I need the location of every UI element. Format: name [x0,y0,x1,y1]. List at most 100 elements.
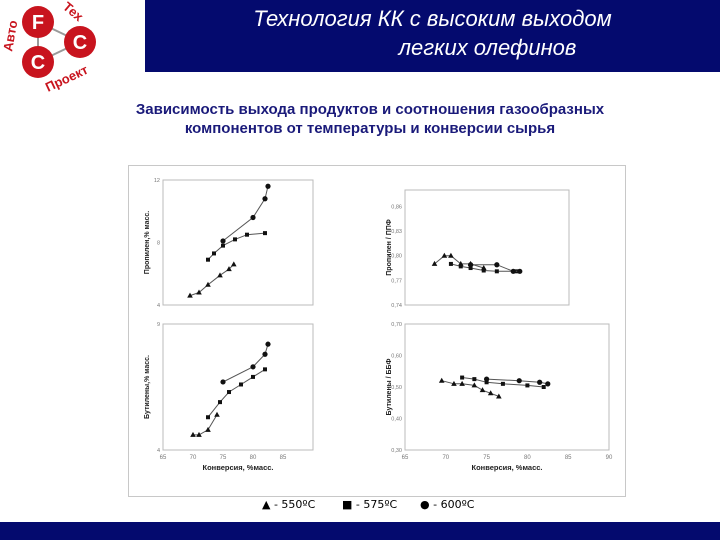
legend-label-575: - 575ºC [352,498,398,511]
plot-area-3 [404,323,610,451]
plot-area-1 [404,189,570,306]
data-point-square [239,382,243,387]
data-point-square [206,257,210,262]
data-point-square [460,375,465,380]
y-axis-label: Пропилен / ППФ [386,219,393,275]
slide-title-line1: Технология КК с высоким выходом [253,6,612,31]
data-point-square [472,377,477,382]
series-line-triangle [193,414,218,436]
x-tick-label: 75 [483,455,490,461]
x-tick-label: 65 [402,455,409,461]
plot-area-2 [162,323,314,451]
series-line-square [207,232,266,261]
data-point-square [458,264,463,269]
slide-subtitle: Зависимость выхода продуктов и соотношен… [60,100,680,138]
series-line-circle [222,186,269,242]
legend-item-550: ▲ - 550ºC [262,498,315,511]
data-point-triangle [187,292,193,298]
data-point-circle [484,376,490,382]
y-tick-label: 0,40 [391,417,402,423]
y-tick-label: 0,70 [391,322,402,328]
logo-letter-c1: C [73,32,87,54]
x-axis-label: Конверсия, %масс. [472,463,543,472]
data-point-square [263,231,267,236]
data-point-triangle [217,272,223,278]
x-axis-label: Конверсия, %масс. [203,463,274,472]
x-tick-label: 90 [606,455,613,461]
data-point-circle [262,351,268,357]
data-point-triangle [226,266,232,272]
data-point-circle [517,268,523,274]
data-point-circle [545,381,551,387]
data-point-circle [537,379,543,385]
x-tick-label: 80 [524,455,531,461]
data-point-circle [468,262,474,268]
data-point-circle [265,341,271,347]
x-tick-label: 75 [220,455,227,461]
y-tick-label: 0,74 [391,303,402,309]
data-point-square [481,268,486,273]
series-line-circle [486,378,548,385]
data-point-square [206,415,210,420]
data-point-square [525,383,530,388]
logo-side-text: Авто [0,19,20,53]
circle-icon: ● [420,498,430,511]
series-line-triangle [189,264,235,297]
data-point-square [227,390,231,395]
data-point-triangle [205,281,211,287]
legend-label-600: - 600ºC [429,498,475,511]
data-point-triangle [438,377,445,383]
data-point-square [212,251,216,256]
data-point-triangle [190,431,196,437]
y-axis-label: Бутилены,% масс. [144,355,151,419]
square-icon: ■ [342,498,353,511]
x-tick-label: 80 [250,455,257,461]
company-logo: F C C Авто Тех Проект [0,0,96,95]
data-point-triangle [451,380,457,386]
data-point-square [263,367,267,372]
logo-top-text: Тех [60,0,87,25]
footer-bar [0,522,720,540]
data-point-square [221,243,225,248]
figure-panel: 4 8 12 Пропилен,% масс. 0,74 0,77 0,80 0,83 0,86… [128,165,626,497]
data-point-circle [262,196,268,202]
data-point-triangle [448,252,454,258]
series-line-circle [222,344,269,383]
y-tick-label: 0,50 [391,385,402,391]
slide-title-line2: легких олефинов [398,35,577,60]
series-line-circle [470,264,520,272]
data-point-triangle [459,380,465,386]
x-tick-label: 85 [280,455,287,461]
logo-circle-c1 [64,26,96,58]
y-tick-label: 12 [154,178,160,184]
x-tick-label: 65 [160,455,167,461]
y-tick-label: 0,86 [391,204,402,210]
x-tick-label: 70 [442,455,449,461]
legend-item-575: ■ - 575ºC [342,498,397,511]
data-point-circle [510,268,516,274]
subtitle-line1: Зависимость выхода продуктов и соотношен… [135,101,605,118]
logo-letter-f: F [32,12,44,34]
legend: ▲ - 550ºC ■ - 575ºC ● - 600ºC [262,498,502,516]
data-point-circle [250,364,256,370]
data-point-square [500,381,505,386]
legend-item-600: ● - 600ºC [420,498,474,511]
data-point-square [541,385,546,389]
y-tick-label: 8 [157,241,160,247]
data-point-square [468,266,473,271]
data-point-circle [516,378,522,384]
data-point-triangle [196,431,202,437]
data-point-triangle [471,382,478,388]
x-tick-label: 85 [565,455,572,461]
data-point-square [484,380,489,385]
y-axis-label: Бутилены / ББФ [386,359,393,416]
chart-grid: 4 8 12 Пропилен,% масс. 0,74 0,77 0,80 0,83 0,86… [144,178,613,472]
slide-title: Технология КК с высоким выходом легких о… [145,4,720,62]
y-tick-label: 0,60 [391,354,402,360]
series-line-square [207,368,266,418]
data-point-triangle [496,393,502,399]
subtitle-line2: компонентов от температуры и конверсии с… [184,120,556,137]
data-point-triangle [214,411,220,417]
data-point-triangle [196,289,202,295]
triangle-icon: ▲ [262,498,271,511]
